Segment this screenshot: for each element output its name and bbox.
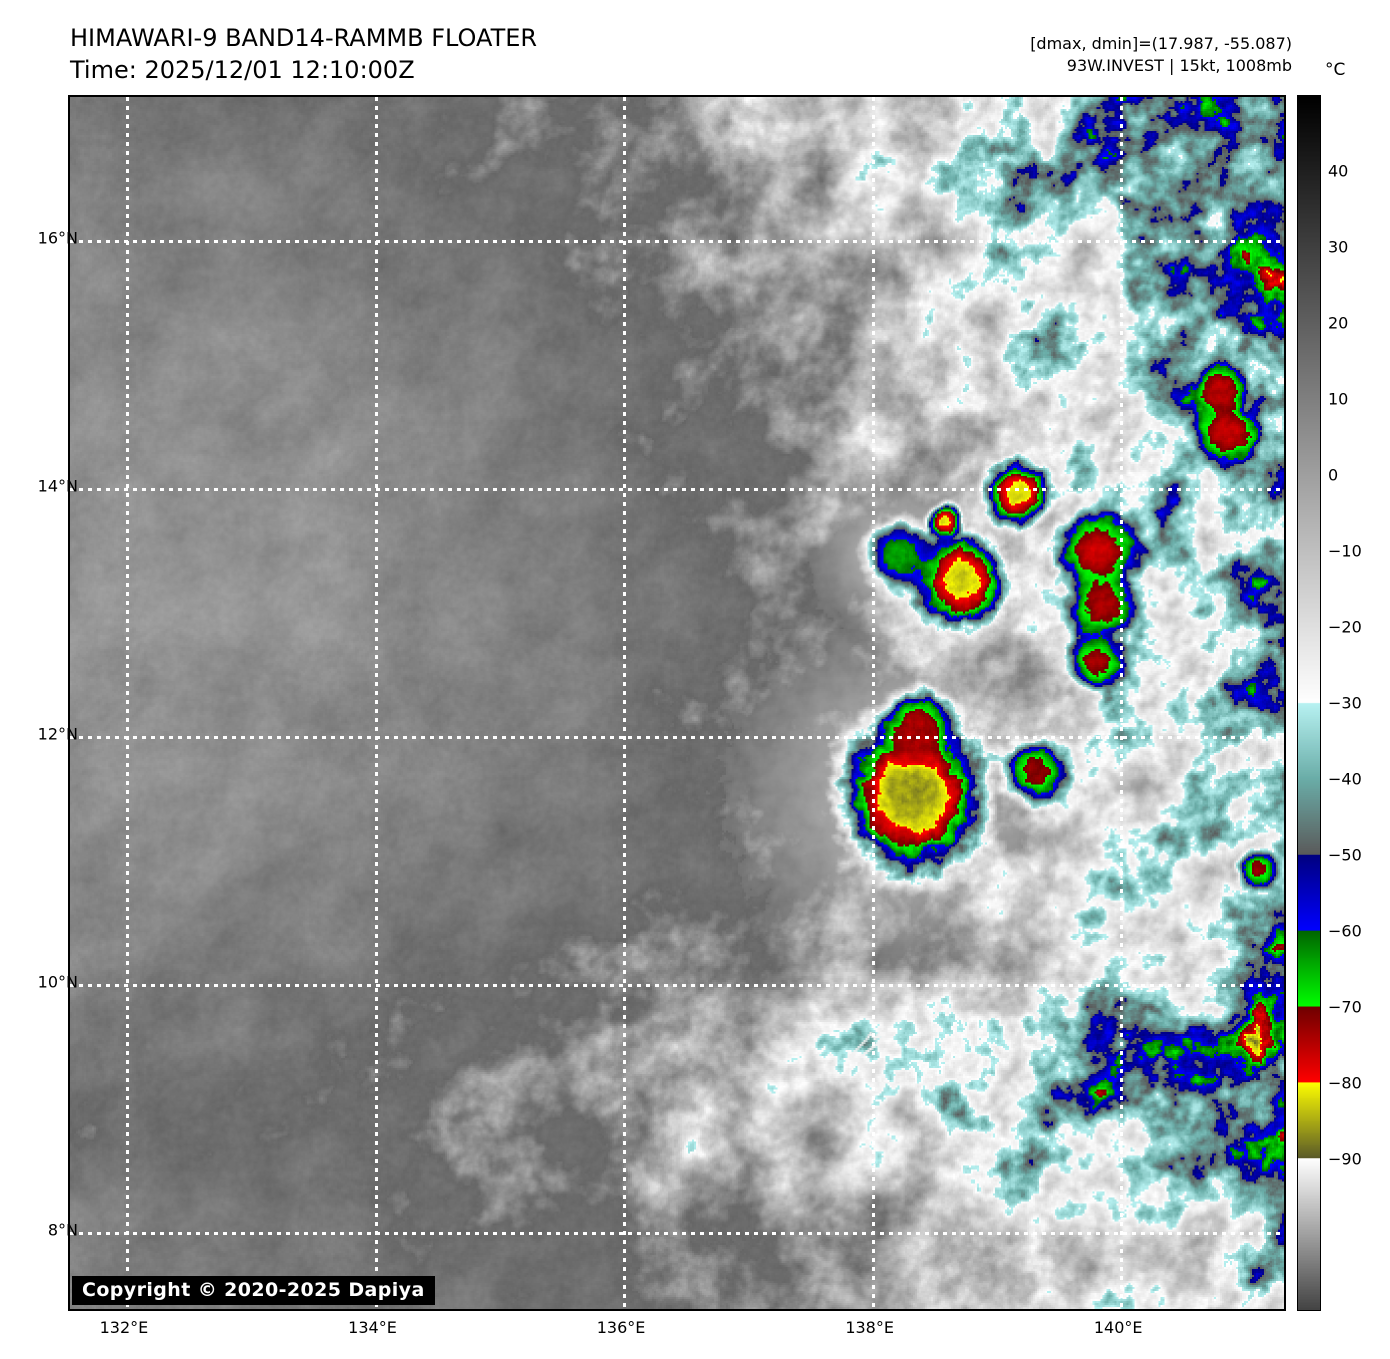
dminmax-label: [dmax, dmin]=(17.987, -55.087): [1030, 34, 1292, 53]
colorbar-tick--60: −60: [1328, 921, 1362, 941]
copyright-watermark: Copyright © 2020-2025 Dapiya: [72, 1276, 435, 1305]
storm-info-label: 93W.INVEST | 15kt, 1008mb: [1066, 56, 1292, 76]
colorbar-unit-label: °C: [1325, 60, 1346, 80]
colorbar-tick-0: 0: [1328, 465, 1339, 485]
lon-tick-132: 132°E: [99, 1318, 149, 1337]
colorbar-gradient: [1298, 96, 1320, 1310]
lat-tick-8: 8°N: [47, 1220, 78, 1240]
satellite-infrared-canvas: [70, 97, 1284, 1309]
colorbar-tick-10: 10: [1328, 389, 1349, 409]
page-title: HIMAWARI-9 BAND14-RAMMB FLOATER: [70, 24, 538, 52]
colorbar-tick--20: −20: [1328, 617, 1362, 637]
lat-tick-14: 14°N: [37, 476, 78, 496]
colorbar-tick--90: −90: [1328, 1149, 1362, 1169]
lon-tick-140: 140°E: [1093, 1318, 1143, 1337]
colorbar-tick-30: 30: [1328, 237, 1349, 257]
lat-tick-12: 12°N: [37, 724, 78, 744]
lon-tick-136: 136°E: [596, 1318, 646, 1337]
lon-tick-134: 134°E: [348, 1318, 397, 1337]
timestamp-label: Time: 2025/12/01 12:10:00Z: [70, 56, 415, 85]
temperature-colorbar[interactable]: [1297, 95, 1321, 1311]
colorbar-tick--70: −70: [1328, 997, 1362, 1017]
colorbar-tick--50: −50: [1328, 845, 1362, 865]
colorbar-tick--30: −30: [1328, 693, 1362, 713]
colorbar-tick--40: −40: [1328, 769, 1362, 789]
lat-tick-16: 16°N: [37, 228, 78, 248]
lat-tick-10: 10°N: [37, 972, 78, 992]
colorbar-tick--10: −10: [1328, 541, 1362, 561]
lon-tick-138: 138°E: [845, 1318, 894, 1337]
metadata-block: [dmax, dmin]=(17.987, -55.087) 93W.INVES…: [1030, 33, 1292, 77]
satellite-image-plot[interactable]: Copyright © 2020-2025 Dapiya: [68, 95, 1286, 1311]
colorbar-tick--80: −80: [1328, 1073, 1362, 1093]
title-block: HIMAWARI-9 BAND14-RAMMB FLOATER Time: 20…: [70, 22, 537, 86]
colorbar-tick-40: 40: [1328, 161, 1349, 181]
colorbar-tick-20: 20: [1328, 313, 1349, 333]
